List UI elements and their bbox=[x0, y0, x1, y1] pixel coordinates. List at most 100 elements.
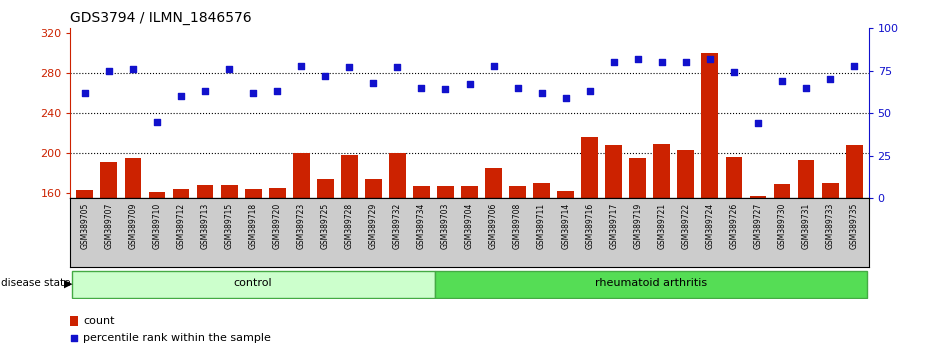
Bar bbox=[485, 168, 502, 198]
FancyBboxPatch shape bbox=[435, 270, 868, 298]
Point bbox=[390, 64, 405, 70]
Text: GSM389712: GSM389712 bbox=[177, 203, 186, 249]
FancyBboxPatch shape bbox=[71, 270, 435, 298]
Point bbox=[101, 68, 116, 74]
Point bbox=[678, 59, 693, 65]
Point bbox=[558, 95, 573, 101]
Bar bbox=[100, 162, 117, 198]
Text: GSM389730: GSM389730 bbox=[777, 203, 787, 250]
Bar bbox=[76, 190, 93, 198]
Point bbox=[462, 81, 477, 87]
Bar bbox=[316, 179, 333, 198]
Point bbox=[366, 80, 381, 86]
Bar bbox=[125, 158, 142, 198]
Text: GSM389717: GSM389717 bbox=[609, 203, 618, 249]
Bar bbox=[606, 145, 623, 198]
Bar bbox=[557, 191, 574, 198]
Bar bbox=[461, 186, 478, 198]
Bar bbox=[245, 189, 262, 198]
Text: GSM389708: GSM389708 bbox=[513, 203, 522, 249]
Text: GSM389709: GSM389709 bbox=[129, 203, 137, 250]
Point bbox=[534, 90, 549, 96]
Point bbox=[197, 88, 212, 94]
Text: GSM389718: GSM389718 bbox=[249, 203, 257, 249]
Text: GSM389711: GSM389711 bbox=[537, 203, 546, 249]
Point bbox=[269, 88, 285, 94]
Text: GSM389724: GSM389724 bbox=[705, 203, 715, 249]
Text: GSM389716: GSM389716 bbox=[585, 203, 594, 249]
Point bbox=[77, 90, 92, 96]
Point bbox=[798, 85, 813, 91]
Bar bbox=[677, 150, 694, 198]
Text: GSM389719: GSM389719 bbox=[633, 203, 642, 249]
Bar bbox=[701, 53, 718, 198]
Point bbox=[510, 85, 525, 91]
Bar bbox=[654, 144, 670, 198]
Bar bbox=[173, 189, 190, 198]
Text: GSM389733: GSM389733 bbox=[825, 203, 835, 250]
Bar bbox=[726, 157, 743, 198]
Text: GSM389720: GSM389720 bbox=[272, 203, 282, 249]
Point bbox=[317, 73, 332, 79]
Bar bbox=[846, 145, 863, 198]
Point bbox=[222, 66, 237, 72]
Text: GSM389707: GSM389707 bbox=[104, 203, 114, 250]
Point bbox=[847, 63, 862, 69]
Text: GSM389729: GSM389729 bbox=[369, 203, 377, 249]
Bar bbox=[293, 153, 310, 198]
Text: GSM389715: GSM389715 bbox=[224, 203, 234, 249]
Text: GSM389703: GSM389703 bbox=[441, 203, 450, 250]
Point bbox=[702, 56, 717, 62]
Text: GSM389723: GSM389723 bbox=[297, 203, 306, 249]
Bar bbox=[413, 186, 430, 198]
Bar bbox=[196, 185, 213, 198]
Point bbox=[823, 76, 838, 82]
Text: control: control bbox=[234, 279, 272, 289]
Point bbox=[294, 63, 309, 69]
Bar bbox=[822, 183, 839, 198]
Bar bbox=[437, 186, 454, 198]
Text: GSM389705: GSM389705 bbox=[81, 203, 89, 250]
Point bbox=[486, 63, 501, 69]
Text: GSM389727: GSM389727 bbox=[753, 203, 762, 249]
Point bbox=[775, 78, 790, 84]
Text: GSM389714: GSM389714 bbox=[562, 203, 570, 249]
Text: GSM389725: GSM389725 bbox=[321, 203, 330, 249]
Point bbox=[149, 119, 164, 125]
Point bbox=[727, 70, 742, 75]
Text: GSM389722: GSM389722 bbox=[682, 203, 690, 249]
Point bbox=[438, 87, 453, 92]
Text: rheumatoid arthritis: rheumatoid arthritis bbox=[595, 279, 707, 289]
Text: GSM389710: GSM389710 bbox=[152, 203, 162, 249]
Text: GSM389713: GSM389713 bbox=[201, 203, 209, 249]
Text: percentile rank within the sample: percentile rank within the sample bbox=[84, 333, 271, 343]
Text: GSM389704: GSM389704 bbox=[465, 203, 474, 250]
Text: ▶: ▶ bbox=[64, 279, 72, 289]
Point bbox=[607, 59, 622, 65]
Text: GSM389731: GSM389731 bbox=[802, 203, 810, 249]
Text: GSM389732: GSM389732 bbox=[393, 203, 402, 249]
Text: GSM389706: GSM389706 bbox=[489, 203, 498, 250]
Bar bbox=[389, 153, 406, 198]
Point bbox=[750, 121, 765, 126]
Bar bbox=[797, 160, 814, 198]
Bar bbox=[365, 179, 382, 198]
Text: GDS3794 / ILMN_1846576: GDS3794 / ILMN_1846576 bbox=[70, 11, 252, 25]
Text: GSM389735: GSM389735 bbox=[850, 203, 858, 250]
Bar bbox=[533, 183, 550, 198]
Text: GSM389721: GSM389721 bbox=[657, 203, 667, 249]
Point bbox=[630, 56, 645, 62]
Bar bbox=[269, 188, 285, 198]
Bar bbox=[749, 196, 766, 198]
Text: disease state: disease state bbox=[1, 279, 70, 289]
Bar bbox=[509, 186, 526, 198]
Bar bbox=[629, 158, 646, 198]
Point bbox=[414, 85, 429, 91]
Bar bbox=[581, 137, 598, 198]
Text: count: count bbox=[84, 316, 115, 326]
Text: GSM389728: GSM389728 bbox=[345, 203, 354, 249]
Bar bbox=[70, 316, 79, 326]
Bar bbox=[148, 192, 165, 198]
Bar bbox=[221, 185, 238, 198]
Point bbox=[582, 88, 597, 94]
